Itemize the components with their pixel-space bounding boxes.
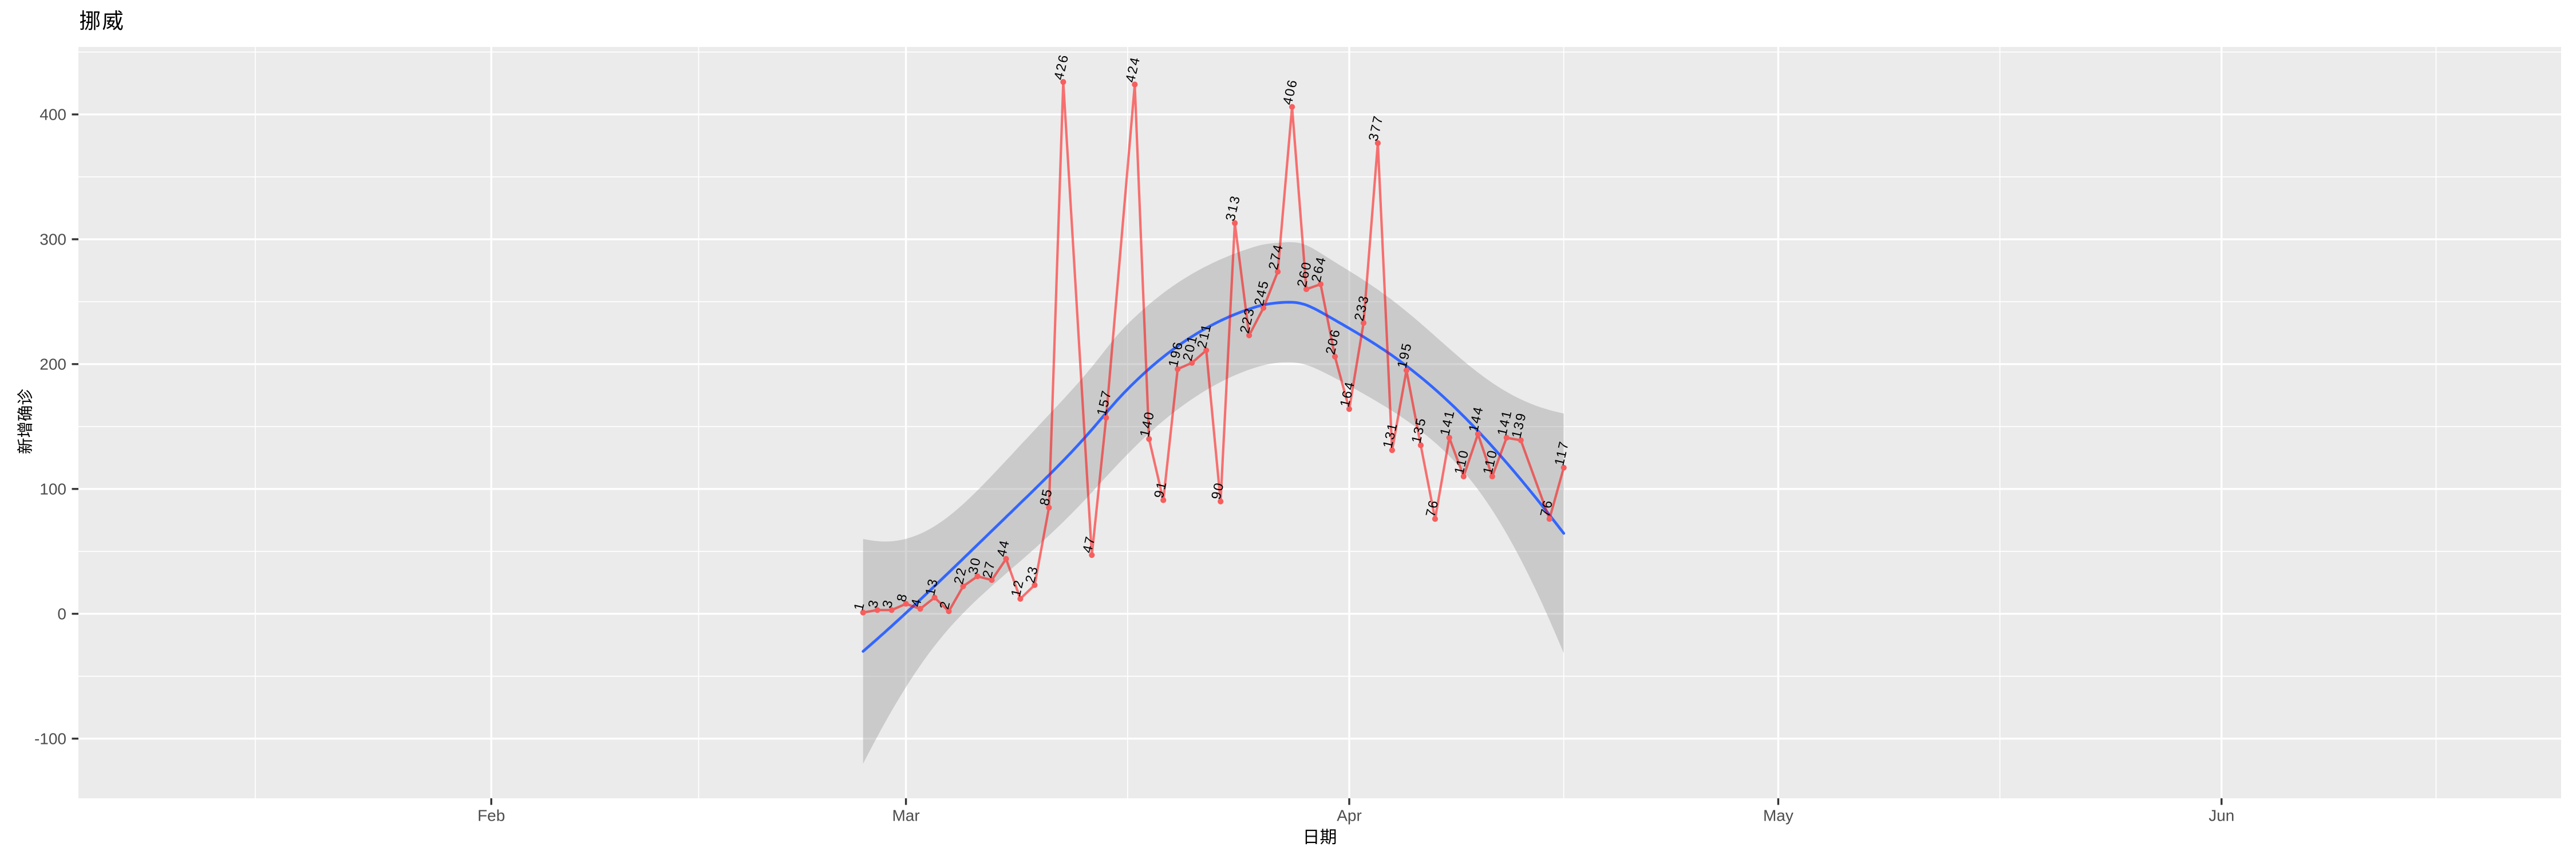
svg-text:400: 400 (39, 106, 66, 124)
svg-text:3: 3 (865, 597, 882, 609)
svg-text:8: 8 (894, 591, 910, 603)
svg-text:2: 2 (937, 598, 953, 610)
svg-text:4: 4 (908, 596, 924, 608)
svg-text:Jun: Jun (2208, 807, 2234, 825)
svg-text:Apr: Apr (1337, 807, 1362, 825)
svg-text:Feb: Feb (477, 807, 505, 825)
svg-text:0: 0 (57, 605, 66, 623)
svg-text:3: 3 (879, 597, 896, 609)
svg-text:300: 300 (39, 231, 66, 249)
svg-text:100: 100 (39, 480, 66, 498)
svg-text:1: 1 (851, 600, 867, 612)
svg-text:-100: -100 (34, 730, 66, 748)
svg-text:200: 200 (39, 356, 66, 373)
svg-text:May: May (1763, 807, 1793, 825)
svg-text:Mar: Mar (892, 807, 919, 825)
